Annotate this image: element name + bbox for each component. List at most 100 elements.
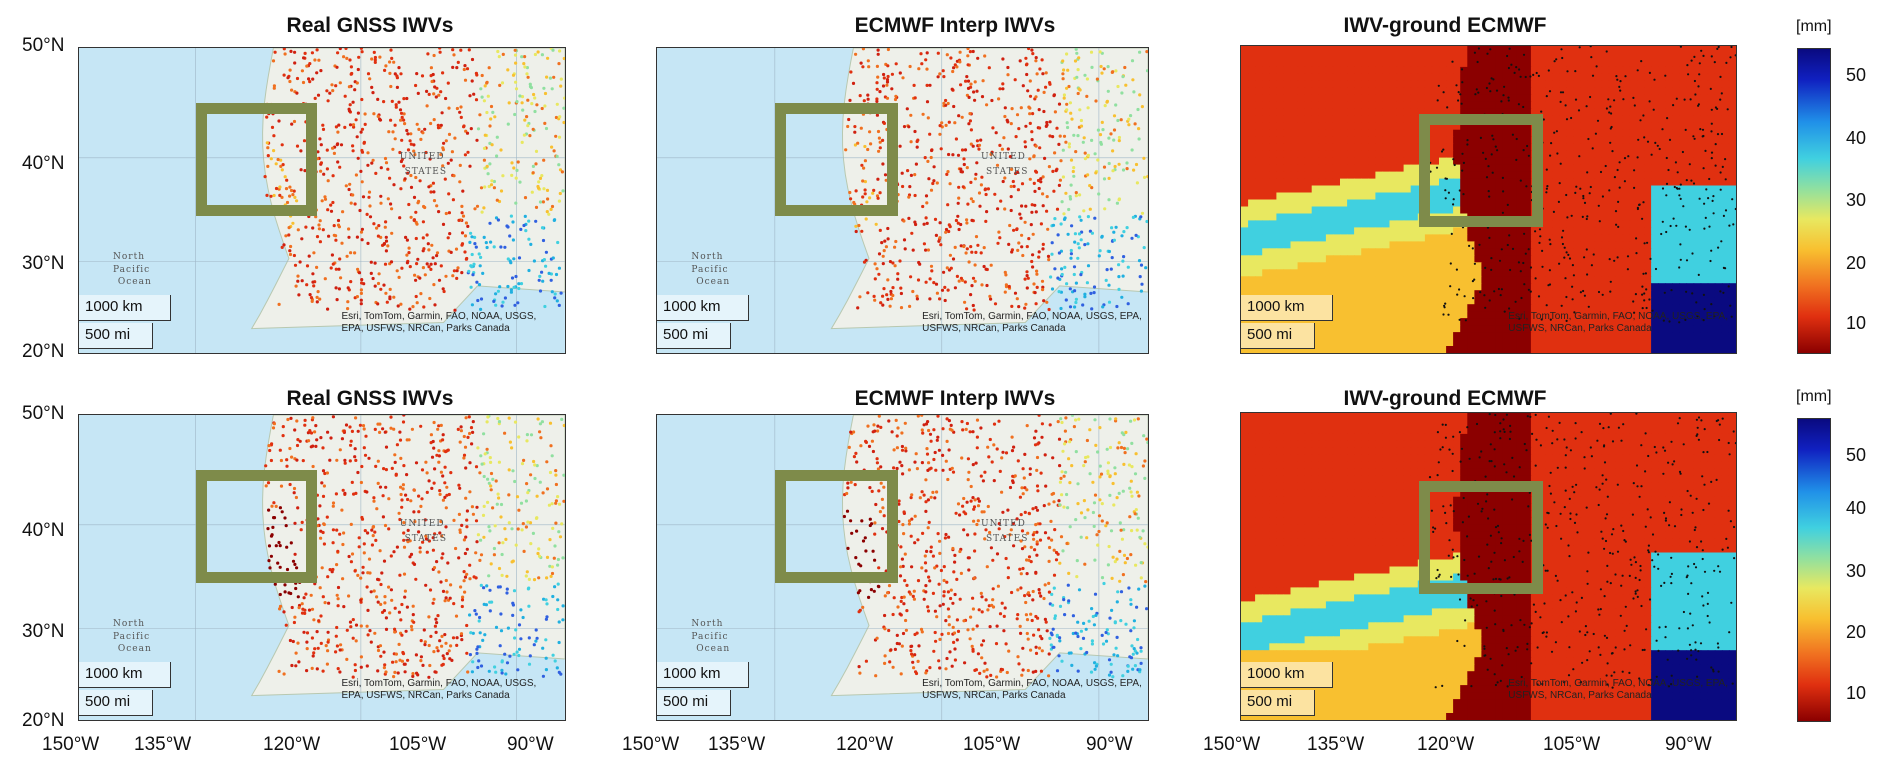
field-cell <box>1679 241 1688 249</box>
field-cell <box>1255 101 1263 110</box>
field-cell <box>1629 199 1638 208</box>
station-dot <box>1069 111 1073 115</box>
field-cell <box>1248 150 1256 159</box>
station-dot <box>885 80 890 84</box>
field-cell <box>1340 66 1348 75</box>
field-cell <box>1255 206 1263 215</box>
station-dot <box>1096 128 1100 132</box>
field-cell <box>1637 283 1645 291</box>
station-dot <box>968 112 972 116</box>
field-cell <box>1431 248 1440 256</box>
station-dot <box>919 52 923 56</box>
station-dot <box>459 105 463 109</box>
field-cell <box>1566 276 1574 284</box>
field-cell <box>1488 185 1497 194</box>
field-cell <box>1325 171 1334 180</box>
station-dot <box>285 200 290 205</box>
station-dot <box>469 231 473 235</box>
field-cell <box>1446 206 1454 215</box>
station-dot <box>891 286 895 290</box>
field-cell <box>1347 227 1355 235</box>
field-cell <box>1396 157 1405 166</box>
field-cell <box>1721 115 1730 124</box>
station-dot <box>492 299 496 303</box>
field-cell <box>1545 325 1553 333</box>
station-dot <box>541 279 545 283</box>
station-dot <box>357 55 361 59</box>
field-cell <box>1728 339 1736 347</box>
field-cell <box>1375 325 1384 333</box>
field-cell <box>1255 143 1263 152</box>
field-cell <box>1693 192 1702 201</box>
station-dot <box>1116 84 1120 89</box>
field-cell <box>1481 87 1490 96</box>
field-cell <box>1658 199 1666 208</box>
field-cell <box>1573 311 1582 319</box>
map-panel-1[interactable]: 1000 km 500 mi Esri, TomTom, Garmin, FAO, … <box>78 47 566 354</box>
station-dot <box>1122 230 1126 234</box>
field-cell <box>1615 262 1624 270</box>
field-cell <box>1439 94 1447 103</box>
field-cell <box>1629 122 1638 131</box>
field-cell <box>1460 164 1468 173</box>
field-cell <box>1523 199 1532 208</box>
station-dot <box>859 61 863 65</box>
field-cell <box>1304 80 1313 89</box>
field-cell <box>1248 262 1256 270</box>
field-cell <box>1410 290 1419 298</box>
field-cell <box>1566 220 1574 228</box>
field-cell <box>1679 248 1688 256</box>
station-dot <box>878 90 882 94</box>
field-cell <box>1325 339 1334 347</box>
field-cell <box>1573 297 1582 305</box>
field-cell <box>1297 213 1306 222</box>
field-cell <box>1325 318 1334 326</box>
field-cell <box>1545 220 1553 228</box>
field-cell <box>1523 122 1532 131</box>
field-cell <box>1340 206 1348 215</box>
station-dot <box>846 124 850 129</box>
field-cell <box>1340 297 1348 305</box>
field-cell <box>1446 108 1454 117</box>
field-cell <box>1495 297 1504 305</box>
field-cell <box>1488 178 1497 187</box>
map-panel-2[interactable]: 1000 km 500 mi Esri, TomTom, Garmin, FAO, … <box>656 47 1149 354</box>
station-dot <box>860 229 864 233</box>
station-dot <box>952 104 956 109</box>
field-cell <box>1431 164 1440 173</box>
station-dot <box>355 135 359 139</box>
field-cell <box>1679 164 1688 173</box>
field-cell <box>1439 164 1447 173</box>
field-cell <box>1637 304 1645 312</box>
station-dot <box>1025 62 1029 66</box>
station-dot <box>379 287 383 291</box>
field-cell <box>1269 136 1277 145</box>
field-cell <box>1580 283 1589 291</box>
field-cell <box>1651 290 1659 298</box>
field-cell <box>1644 241 1652 249</box>
station-dot <box>540 226 545 230</box>
map-panel-3[interactable]: 1000 km 500 mi Esri, TomTom, Garmin, FAO, … <box>1240 45 1737 354</box>
field-cell <box>1559 248 1567 256</box>
station-dot <box>889 297 893 301</box>
station-dot <box>439 264 443 268</box>
station-dot <box>984 192 988 197</box>
station-dot <box>432 118 436 122</box>
station-dot <box>1041 204 1045 208</box>
field-cell <box>1332 46 1341 54</box>
station-dot <box>877 149 881 153</box>
field-cell <box>1255 66 1263 75</box>
station-dot <box>946 288 950 292</box>
field-cell <box>1728 185 1736 194</box>
field-cell <box>1488 276 1497 284</box>
station-dot <box>478 264 482 268</box>
field-cell <box>1728 241 1736 249</box>
station-dot <box>432 283 436 287</box>
station-dot <box>448 232 452 236</box>
station-dot <box>390 207 394 211</box>
field-cell <box>1594 87 1603 96</box>
station-dot <box>417 199 421 203</box>
station-dot <box>515 100 519 104</box>
station-dot <box>1072 174 1076 178</box>
field-cell <box>1439 122 1447 131</box>
